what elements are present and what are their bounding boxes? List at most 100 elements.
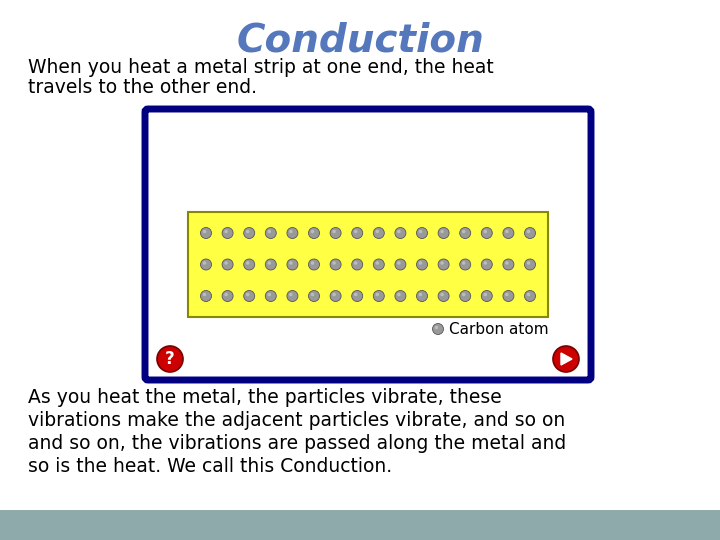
Circle shape bbox=[481, 259, 492, 270]
Circle shape bbox=[484, 230, 487, 233]
Circle shape bbox=[503, 259, 514, 270]
Circle shape bbox=[484, 293, 487, 296]
Circle shape bbox=[265, 227, 276, 239]
Circle shape bbox=[203, 230, 206, 233]
Bar bbox=[188, 212, 548, 317]
Circle shape bbox=[527, 261, 530, 265]
Circle shape bbox=[354, 293, 357, 296]
Circle shape bbox=[222, 291, 233, 301]
Circle shape bbox=[222, 227, 233, 239]
Text: Carbon atom: Carbon atom bbox=[449, 321, 549, 336]
Circle shape bbox=[376, 293, 379, 296]
Circle shape bbox=[243, 227, 255, 239]
Circle shape bbox=[438, 259, 449, 270]
Circle shape bbox=[505, 293, 508, 296]
Circle shape bbox=[268, 293, 271, 296]
Circle shape bbox=[459, 259, 471, 270]
Circle shape bbox=[462, 261, 465, 265]
Circle shape bbox=[397, 261, 400, 265]
Circle shape bbox=[524, 259, 536, 270]
Circle shape bbox=[203, 261, 206, 265]
Circle shape bbox=[289, 230, 292, 233]
Text: ?: ? bbox=[165, 350, 175, 368]
Circle shape bbox=[373, 291, 384, 301]
Text: travels to the other end.: travels to the other end. bbox=[28, 78, 257, 97]
Circle shape bbox=[268, 261, 271, 265]
Circle shape bbox=[505, 230, 508, 233]
Circle shape bbox=[395, 259, 406, 270]
Circle shape bbox=[351, 259, 363, 270]
Circle shape bbox=[397, 293, 400, 296]
Circle shape bbox=[311, 230, 314, 233]
Circle shape bbox=[438, 291, 449, 301]
Circle shape bbox=[524, 227, 536, 239]
Circle shape bbox=[505, 261, 508, 265]
Text: Conduction: Conduction bbox=[236, 22, 484, 60]
Circle shape bbox=[354, 230, 357, 233]
Circle shape bbox=[225, 261, 228, 265]
Circle shape bbox=[308, 291, 320, 301]
Circle shape bbox=[203, 293, 206, 296]
Circle shape bbox=[524, 291, 536, 301]
Circle shape bbox=[503, 291, 514, 301]
Circle shape bbox=[459, 227, 471, 239]
Circle shape bbox=[225, 293, 228, 296]
Text: As you heat the metal, the particles vibrate, these: As you heat the metal, the particles vib… bbox=[28, 388, 502, 407]
Circle shape bbox=[376, 261, 379, 265]
Circle shape bbox=[503, 227, 514, 239]
Circle shape bbox=[441, 230, 444, 233]
Circle shape bbox=[243, 291, 255, 301]
Circle shape bbox=[419, 261, 422, 265]
Circle shape bbox=[376, 230, 379, 233]
Circle shape bbox=[330, 291, 341, 301]
Circle shape bbox=[246, 261, 249, 265]
Circle shape bbox=[416, 227, 428, 239]
Circle shape bbox=[330, 259, 341, 270]
Circle shape bbox=[459, 291, 471, 301]
Circle shape bbox=[441, 293, 444, 296]
Circle shape bbox=[462, 293, 465, 296]
Circle shape bbox=[268, 230, 271, 233]
Circle shape bbox=[330, 227, 341, 239]
Circle shape bbox=[395, 227, 406, 239]
Circle shape bbox=[481, 227, 492, 239]
Circle shape bbox=[351, 227, 363, 239]
Text: When you heat a metal strip at one end, the heat: When you heat a metal strip at one end, … bbox=[28, 58, 494, 77]
Circle shape bbox=[289, 293, 292, 296]
Circle shape bbox=[527, 230, 530, 233]
Circle shape bbox=[311, 293, 314, 296]
Circle shape bbox=[265, 291, 276, 301]
Circle shape bbox=[311, 261, 314, 265]
Circle shape bbox=[553, 346, 579, 372]
Polygon shape bbox=[561, 353, 572, 365]
Text: vibrations make the adjacent particles vibrate, and so on: vibrations make the adjacent particles v… bbox=[28, 411, 565, 430]
Circle shape bbox=[200, 259, 212, 270]
Circle shape bbox=[441, 261, 444, 265]
Circle shape bbox=[481, 291, 492, 301]
Circle shape bbox=[416, 259, 428, 270]
Circle shape bbox=[287, 291, 298, 301]
Circle shape bbox=[373, 227, 384, 239]
Circle shape bbox=[351, 291, 363, 301]
Circle shape bbox=[246, 293, 249, 296]
Circle shape bbox=[462, 230, 465, 233]
Circle shape bbox=[333, 293, 336, 296]
Circle shape bbox=[484, 261, 487, 265]
Circle shape bbox=[157, 346, 183, 372]
Circle shape bbox=[395, 291, 406, 301]
Circle shape bbox=[265, 259, 276, 270]
Text: and so on, the vibrations are passed along the metal and: and so on, the vibrations are passed alo… bbox=[28, 434, 566, 453]
Circle shape bbox=[333, 261, 336, 265]
Circle shape bbox=[287, 227, 298, 239]
Circle shape bbox=[419, 293, 422, 296]
Circle shape bbox=[246, 230, 249, 233]
Circle shape bbox=[373, 259, 384, 270]
Circle shape bbox=[243, 259, 255, 270]
Circle shape bbox=[433, 323, 444, 334]
Circle shape bbox=[435, 326, 438, 329]
Circle shape bbox=[308, 259, 320, 270]
Bar bbox=[0, 510, 720, 540]
FancyBboxPatch shape bbox=[145, 109, 591, 380]
Circle shape bbox=[333, 230, 336, 233]
Circle shape bbox=[308, 227, 320, 239]
